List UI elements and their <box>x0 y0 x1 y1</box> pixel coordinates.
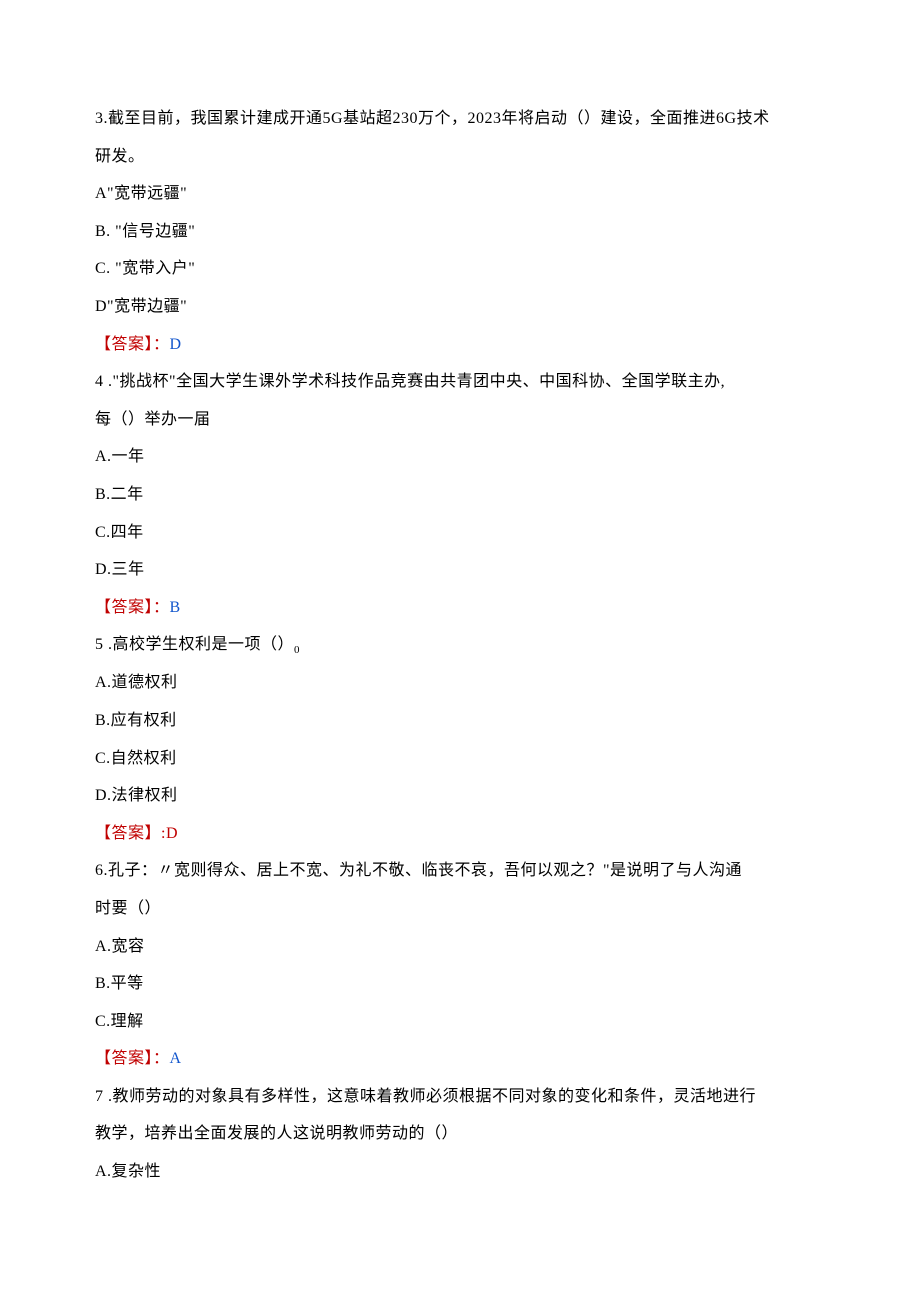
option-c: C. "宽带入户" <box>95 250 825 288</box>
option-a: A.道德权利 <box>95 664 825 702</box>
option-b: B. "信号边疆" <box>95 213 825 251</box>
answer-label: 【答案】 <box>95 825 161 842</box>
option-a: A"宽带远疆" <box>95 175 825 213</box>
option-c: C.理解 <box>95 1003 825 1041</box>
option-b: B.二年 <box>95 476 825 514</box>
option-a: A.复杂性 <box>95 1153 825 1191</box>
question-text-line: 6.孔子：〃宽则得众、居上不宽、为礼不敬、临丧不哀，吾何以观之？"是说明了与人沟… <box>95 852 825 890</box>
answer-label: 【答案】： <box>95 599 170 616</box>
option-b: B.平等 <box>95 965 825 1003</box>
answer-line: 【答案】:D <box>95 815 825 853</box>
option-c: C.自然权利 <box>95 740 825 778</box>
option-a: A.一年 <box>95 438 825 476</box>
answer-line: 【答案】：B <box>95 589 825 627</box>
option-c: C.四年 <box>95 514 825 552</box>
question-text-line: 时要（） <box>95 890 825 928</box>
question-4: 4 ."挑战杯"全国大学生课外学术科技作品竞赛由共青团中央、中国科协、全国学联主… <box>95 363 825 626</box>
question-text-line: 教学，培养出全面发展的人这说明教师劳动的（） <box>95 1115 825 1153</box>
answer-value: D <box>170 336 182 353</box>
question-5: 5 .高校学生权利是一项（）0 A.道德权利 B.应有权利 C.自然权利 D.法… <box>95 626 825 852</box>
option-d: D.法律权利 <box>95 777 825 815</box>
question-text-line: 每（）举办一届 <box>95 401 825 439</box>
option-d: D"宽带边疆" <box>95 288 825 326</box>
q5-text: 5 .高校学生权利是一项（） <box>95 636 294 653</box>
answer-line: 【答案】：A <box>95 1040 825 1078</box>
question-text-line: 7 .教师劳动的对象具有多样性，这意味着教师必须根据不同对象的变化和条件，灵活地… <box>95 1078 825 1116</box>
question-text-line: 3.截至目前，我国累计建成开通5G基站超230万个，2023年将启动（）建设，全… <box>95 100 825 138</box>
option-a: A.宽容 <box>95 928 825 966</box>
question-3: 3.截至目前，我国累计建成开通5G基站超230万个，2023年将启动（）建设，全… <box>95 100 825 363</box>
answer-label: 【答案】： <box>95 1050 170 1067</box>
question-text-line: 4 ."挑战杯"全国大学生课外学术科技作品竞赛由共青团中央、中国科协、全国学联主… <box>95 363 825 401</box>
answer-value: B <box>170 599 181 616</box>
answer-label: 【答案】： <box>95 336 170 353</box>
question-6: 6.孔子：〃宽则得众、居上不宽、为礼不敬、临丧不哀，吾何以观之？"是说明了与人沟… <box>95 852 825 1078</box>
answer-line: 【答案】：D <box>95 326 825 364</box>
question-text-line: 5 .高校学生权利是一项（）0 <box>95 626 825 664</box>
question-text-line: 研发。 <box>95 138 825 176</box>
option-d: D.三年 <box>95 551 825 589</box>
answer-value: :D <box>161 825 178 842</box>
question-7: 7 .教师劳动的对象具有多样性，这意味着教师必须根据不同对象的变化和条件，灵活地… <box>95 1078 825 1191</box>
subscript: 0 <box>294 645 300 657</box>
answer-value: A <box>170 1050 182 1067</box>
option-b: B.应有权利 <box>95 702 825 740</box>
